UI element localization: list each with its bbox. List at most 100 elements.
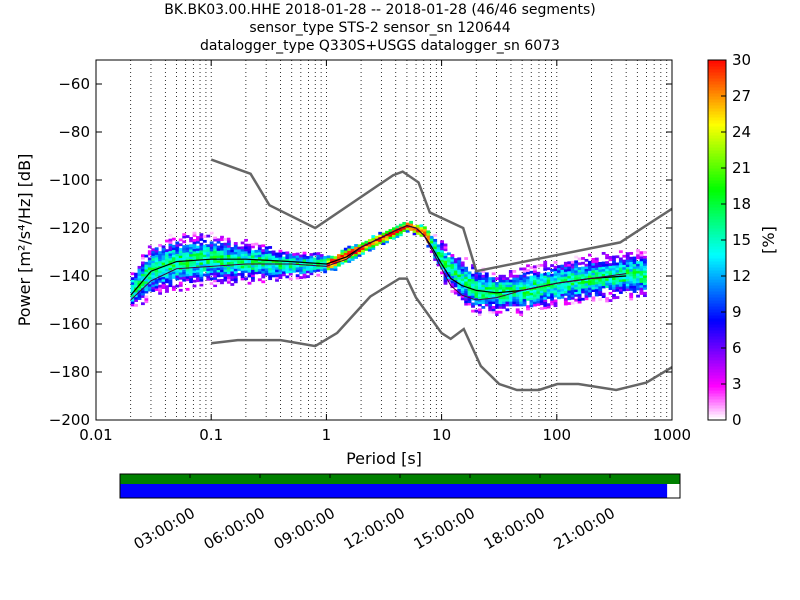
histogram-cell <box>433 248 438 252</box>
histogram-cell <box>471 292 475 296</box>
histogram-cell <box>532 296 537 300</box>
histogram-cell <box>361 252 365 255</box>
histogram-cell <box>251 252 255 256</box>
histogram-cell <box>591 265 596 269</box>
histogram-cell <box>206 273 211 276</box>
histogram-cell <box>440 245 444 248</box>
histogram-cell <box>481 289 486 292</box>
histogram-cell <box>302 256 307 260</box>
histogram-cell <box>477 313 482 316</box>
histogram-cell <box>522 296 527 300</box>
histogram-cell <box>213 245 218 249</box>
histogram-cell <box>178 243 183 247</box>
colorbar-swatch <box>708 339 726 343</box>
histogram-cell <box>178 250 183 254</box>
histogram-cell <box>639 277 644 281</box>
histogram-cell <box>515 310 520 314</box>
histogram-cell <box>453 277 458 281</box>
histogram-cell <box>443 255 448 259</box>
histogram-cell <box>460 275 465 279</box>
histogram-cell <box>230 268 235 272</box>
histogram-cell <box>185 263 190 267</box>
histogram-cell <box>622 281 627 285</box>
histogram-cell <box>491 282 496 285</box>
histogram-cell <box>484 282 489 285</box>
histogram-cell <box>598 264 603 268</box>
histogram-cell <box>457 267 462 270</box>
colorbar-swatch <box>708 177 726 181</box>
histogram-cell <box>209 241 214 245</box>
histogram-cell <box>474 285 479 289</box>
histogram-cell <box>233 280 238 284</box>
histogram-cell <box>605 253 610 257</box>
histogram-cell <box>299 261 304 265</box>
histogram-cell <box>199 276 204 280</box>
histogram-cell <box>264 263 269 267</box>
histogram-cell <box>460 280 465 284</box>
histogram-cell <box>216 250 221 254</box>
histogram-cell <box>471 266 475 270</box>
colorbar-tick-label: 0 <box>732 411 742 429</box>
histogram-cell <box>450 290 455 293</box>
histogram-cell <box>192 258 197 261</box>
histogram-cell <box>440 252 444 256</box>
histogram-cell <box>268 267 273 271</box>
histogram-cell <box>560 291 565 294</box>
histogram-cell <box>319 263 324 267</box>
colorbar-tick-label: 18 <box>732 195 751 213</box>
histogram-cell <box>574 265 579 268</box>
histogram-cell <box>271 267 276 271</box>
histogram-cell <box>498 298 503 302</box>
histogram-cell <box>557 293 561 297</box>
histogram-cell <box>140 263 145 267</box>
psd-mode-line <box>130 225 627 301</box>
histogram-cell <box>481 294 486 297</box>
histogram-cell <box>587 284 592 288</box>
histogram-cell <box>457 257 462 261</box>
histogram-cell <box>608 265 613 269</box>
histogram-cell <box>526 281 530 284</box>
histogram-cell <box>488 291 493 295</box>
histogram-cell <box>192 246 197 249</box>
histogram-cell <box>306 265 310 269</box>
x-tick-label: 0.1 <box>199 426 223 444</box>
histogram-cell <box>402 221 407 225</box>
histogram-cell <box>505 277 510 280</box>
histogram-cell <box>147 288 152 292</box>
histogram-cell <box>453 291 458 295</box>
histogram-cell <box>134 282 138 286</box>
colorbar-swatch <box>708 117 726 121</box>
histogram-cell <box>147 245 152 249</box>
histogram-cell <box>574 291 579 295</box>
histogram-cell <box>484 296 489 300</box>
histogram-cell <box>254 264 259 268</box>
colorbar-swatch <box>708 318 726 322</box>
colorbar-swatch <box>708 135 726 139</box>
histogram-cell <box>536 288 541 292</box>
histogram-cell <box>206 277 211 281</box>
histogram-cell <box>185 275 190 279</box>
histogram-cell <box>137 285 142 288</box>
histogram-cell <box>175 284 180 288</box>
histogram-cell <box>202 263 207 267</box>
histogram-cell <box>196 264 200 268</box>
histogram-cell <box>147 283 152 287</box>
time-tick-label: 18:00:00 <box>481 504 548 553</box>
histogram-cell <box>526 269 530 272</box>
colorbar-swatch <box>708 333 726 337</box>
histogram-cell <box>285 270 290 274</box>
time-tick-label: 12:00:00 <box>341 504 408 553</box>
colorbar-swatch <box>708 114 726 118</box>
histogram-cell <box>182 276 187 280</box>
histogram-cell <box>147 252 152 256</box>
histogram-cell <box>632 270 637 274</box>
histogram-cell <box>168 250 173 254</box>
histogram-cell <box>333 265 338 269</box>
colorbar-tick-label: 24 <box>732 123 751 141</box>
histogram-cell <box>278 273 283 277</box>
histogram-cell <box>189 246 193 250</box>
histogram-cell <box>281 259 286 262</box>
histogram-cell <box>391 227 396 231</box>
histogram-cell <box>612 267 616 271</box>
histogram-cell <box>464 276 469 280</box>
